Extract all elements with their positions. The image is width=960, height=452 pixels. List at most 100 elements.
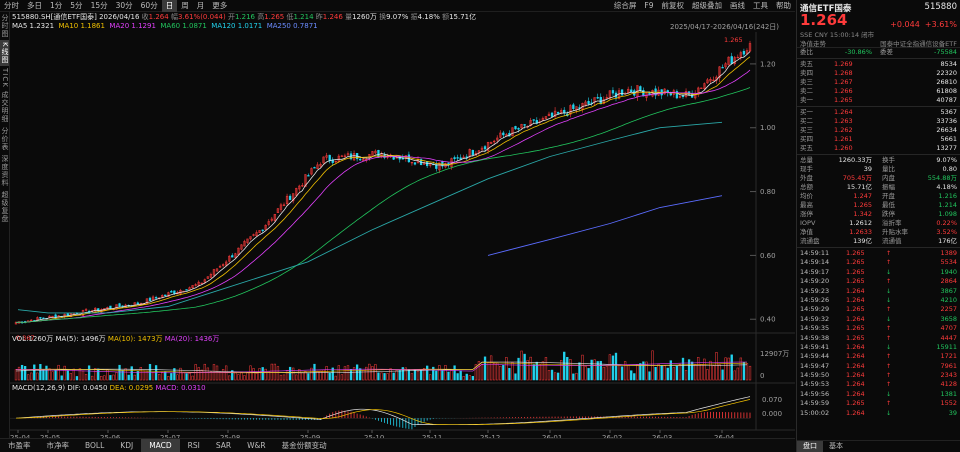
divider <box>797 247 960 248</box>
fund-fullname-tab[interactable]: 国泰中证全指通信设备ETF <box>880 40 957 48</box>
left-nav-4[interactable]: 分价表 <box>1 127 9 152</box>
security-title: 通信ETF国泰 515880 <box>797 0 960 14</box>
indicator-tab-6[interactable]: SAR <box>215 441 232 450</box>
indicator-tab-7[interactable]: W&R <box>247 441 266 450</box>
left-nav-5[interactable]: 深度资料 <box>1 155 9 188</box>
indicator-tab-2[interactable]: BOLL <box>85 441 105 450</box>
stat-label: 最高 <box>800 201 813 209</box>
toolbar-item-2[interactable]: 前复权 <box>661 0 685 10</box>
candle-body <box>224 261 228 266</box>
candle-body <box>642 90 645 97</box>
volume-bar <box>584 366 587 381</box>
high-value: 1.265 <box>264 13 285 21</box>
macd-axis-label: 0.000 <box>762 410 782 418</box>
period-tab-2[interactable]: 1分 <box>50 0 63 10</box>
period-tab-10[interactable]: 更多 <box>212 0 228 10</box>
period-tab-5[interactable]: 30分 <box>115 0 133 10</box>
tick-price: 1.265 <box>846 305 865 314</box>
volume-bar <box>700 364 703 381</box>
tick-volume: 1552 <box>940 399 957 408</box>
tick-time: 14:59:11 <box>800 249 830 257</box>
candle-body <box>709 78 712 82</box>
toolbar-item-1[interactable]: F9 <box>644 0 654 10</box>
volume-bar <box>371 366 374 381</box>
period-tab-8[interactable]: 周 <box>181 0 189 10</box>
volume-bar <box>237 374 240 381</box>
left-nav-2[interactable]: TICK <box>1 67 9 88</box>
tick-row: 14:59:26 1.264 ↓ 4210 <box>797 296 960 305</box>
volume-bar <box>605 366 609 381</box>
high-annotation: 1.265 <box>724 36 743 44</box>
tick-price: 1.264 <box>846 314 865 323</box>
ask-row-3: 卖二 1.266 61808 <box>797 87 960 96</box>
tick-time: 14:59:20 <box>800 277 830 286</box>
toolbar-item-4[interactable]: 画线 <box>730 0 745 10</box>
macd-value: 0.0310 <box>181 384 206 392</box>
indicator-tab-1[interactable]: 市净率 <box>46 441 70 450</box>
candle-body <box>234 253 237 258</box>
indicator-tab-0[interactable]: 市盈率 <box>8 441 31 450</box>
volume-bar <box>636 364 639 381</box>
tick-list[interactable]: 14:59:11 1.265 ↑ 1389 14:59:14 1.265 ↑ 5534 14:5… <box>797 249 960 418</box>
tick-volume: 2343 <box>940 371 957 380</box>
toolbar-item-5[interactable]: 工具 <box>753 0 768 10</box>
candle-body <box>438 162 441 171</box>
volume-bar <box>352 367 356 381</box>
volume-bar <box>221 369 225 381</box>
candle-body <box>118 303 121 307</box>
bid-row-0-label: 买一 <box>800 108 813 116</box>
indicator-tab-4[interactable]: MACD <box>141 439 180 452</box>
stat-value: 1.098 <box>938 210 957 218</box>
period-tab-0[interactable]: 分时 <box>4 0 19 10</box>
candle-body <box>596 97 599 99</box>
left-nav-1[interactable]: K线图 <box>0 40 9 66</box>
candle-body <box>51 315 54 318</box>
ask-row-0: 卖五 1.269 8534 <box>797 60 960 69</box>
kline-svg[interactable]: 1.201.000.800.600.4012907万00.0700.00025-… <box>10 12 795 442</box>
candle-body <box>249 236 252 240</box>
period-tab-9[interactable]: 月 <box>196 0 205 10</box>
candle-body <box>410 161 414 164</box>
indicator-tab-bar: 市盈率 市净率 BOLL KDJ MACD RSI SAR W&R 基金份额变动 <box>0 438 795 452</box>
period-tab-7[interactable]: 日 <box>161 0 178 12</box>
candle-body <box>261 229 264 231</box>
candle-body <box>319 164 322 167</box>
toolbar-item-6[interactable]: 帮助 <box>776 0 791 10</box>
volume-bar <box>633 373 636 381</box>
candle-body <box>279 204 283 210</box>
toolbar-item-3[interactable]: 超级叠加 <box>692 0 722 10</box>
left-nav-3[interactable]: 成交明细 <box>1 91 9 124</box>
candle-body <box>343 155 347 157</box>
tick-row: 14:59:44 1.264 ↑ 1721 <box>797 352 960 361</box>
ask-row-4-label: 卖一 <box>800 96 813 104</box>
toolbar-item-0[interactable]: 综合屏 <box>613 0 637 10</box>
left-nav-0[interactable]: 分时图 <box>1 14 9 38</box>
candle-body <box>340 155 344 157</box>
volume-bar <box>575 372 578 381</box>
nav-trend-tab[interactable]: 净值走势 <box>800 40 826 48</box>
quote-info-line: 515880.SH[通信ETF国泰] 2026/04/16 收1.264 幅3.… <box>12 13 477 21</box>
period-tab-4[interactable]: 15分 <box>90 0 108 10</box>
period-tab-3[interactable]: 5分 <box>70 0 83 10</box>
panel-tab-1[interactable]: 基本 <box>829 442 843 450</box>
candle-body <box>39 317 42 319</box>
divider <box>797 106 960 107</box>
indicator-tab-5[interactable]: RSI <box>187 441 200 450</box>
volume-bar <box>295 374 298 381</box>
volume-bar <box>660 365 663 381</box>
ma60-value: 1.0871 <box>182 22 207 30</box>
candle-body <box>304 174 307 187</box>
period-tab-1[interactable]: 多日 <box>27 0 42 10</box>
indicator-tab-3[interactable]: KDJ <box>120 441 134 450</box>
candle-body <box>273 214 277 221</box>
indicator-tab-8[interactable]: 基金份额变动 <box>281 441 327 450</box>
candle-body <box>675 91 679 99</box>
period-tab-6[interactable]: 60分 <box>140 0 158 10</box>
tick-arrow-icon: ↓ <box>886 409 892 417</box>
tick-price: 1.264 <box>846 371 865 380</box>
panel-tab-0[interactable]: 盘口 <box>797 441 823 452</box>
tick-row: 14:59:38 1.265 ↑ 4447 <box>797 334 960 343</box>
left-nav-6[interactable]: 超级复盘 <box>1 191 9 224</box>
price-header: 1.264 +0.044 +3.61% <box>797 11 960 29</box>
volume-bar <box>319 370 322 381</box>
